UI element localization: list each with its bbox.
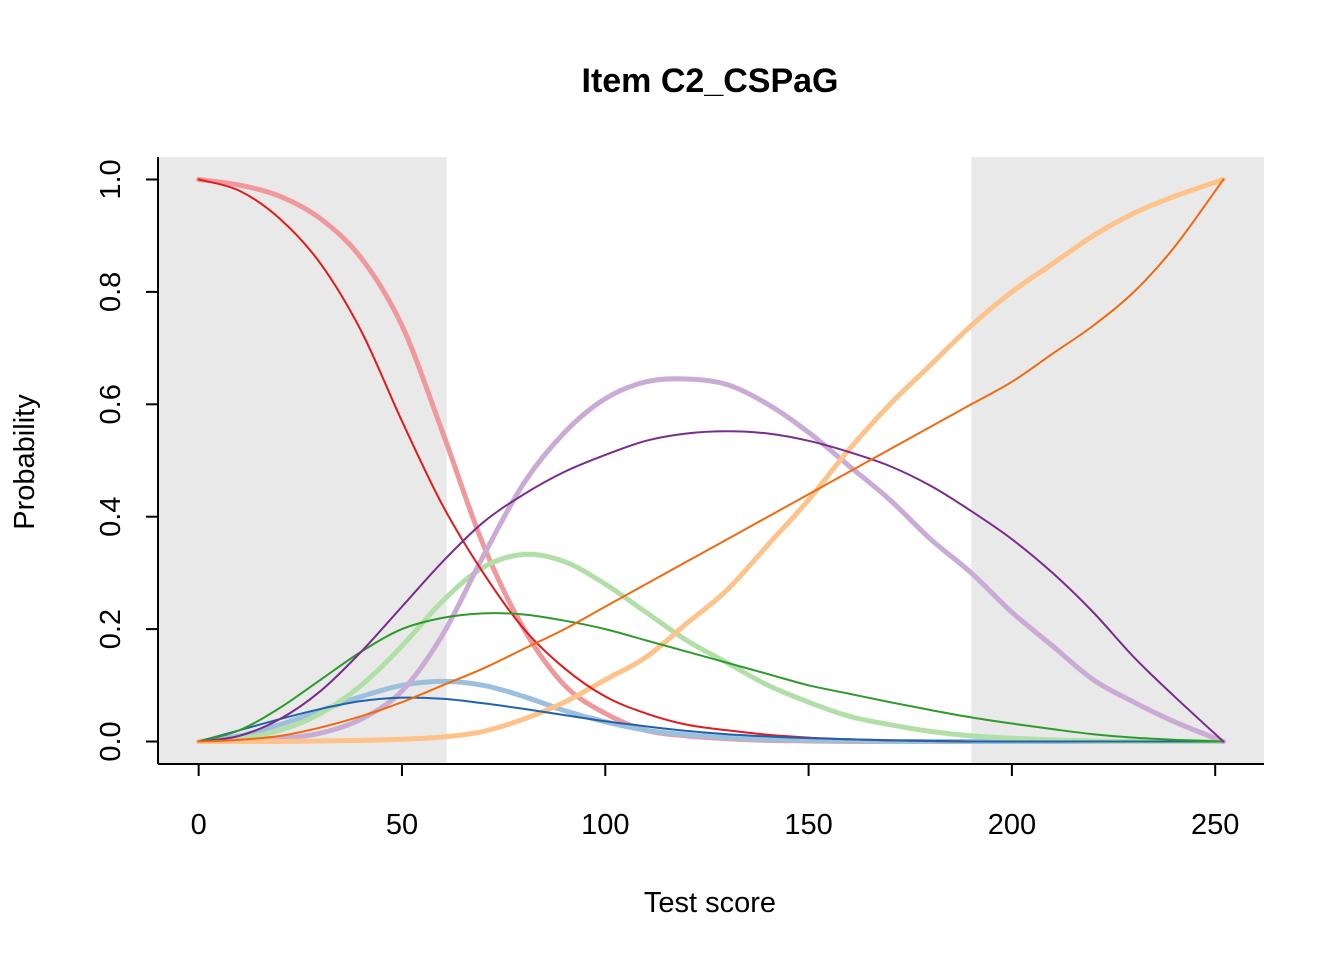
series-line-9 xyxy=(197,430,1225,743)
x-tick-label: 50 xyxy=(386,809,418,841)
series-line-8 xyxy=(197,612,1225,743)
series-line-7 xyxy=(197,696,1225,743)
y-tick-label: 0.4 xyxy=(95,497,127,537)
x-tick-label: 0 xyxy=(191,809,207,841)
shaded-region-2 xyxy=(971,157,1264,764)
y-axis-ticks: 0.0 0.2 0.4 0.6 0.8 1.0 xyxy=(95,159,158,762)
y-tick-label: 1.0 xyxy=(95,159,127,199)
series-line-3 xyxy=(196,551,1226,745)
series-line-5 xyxy=(196,176,1226,745)
y-tick-label: 0.0 xyxy=(95,721,127,761)
x-axis-label: Test score xyxy=(644,887,776,919)
shaded-regions xyxy=(158,157,1264,764)
chart-title: Item C2_CSPaG xyxy=(582,62,839,100)
y-tick-label: 0.8 xyxy=(95,272,127,312)
x-tick-label: 150 xyxy=(784,809,832,841)
y-axis-label: Probability xyxy=(9,394,41,530)
x-tick-label: 100 xyxy=(581,809,629,841)
shaded-region-1 xyxy=(158,157,447,764)
y-tick-label: 0.6 xyxy=(95,384,127,424)
x-tick-label: 250 xyxy=(1191,809,1239,841)
series-line-10 xyxy=(197,178,1225,743)
x-tick-label: 200 xyxy=(988,809,1036,841)
y-tick-label: 0.2 xyxy=(95,609,127,649)
series-layer xyxy=(196,176,1226,745)
x-axis-ticks: 0 50 100 150 200 250 xyxy=(191,764,1239,841)
